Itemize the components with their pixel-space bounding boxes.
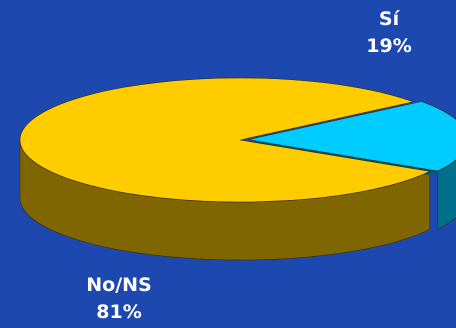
- slice-value-si: 19%: [366, 35, 412, 57]
- pie-slice-s-: [247, 101, 456, 172]
- slice-value-no-ns: 81%: [96, 301, 142, 323]
- slice-label-si: Sí 19%: [348, 6, 430, 60]
- pie-slice-no-ns: [19, 77, 431, 203]
- slice-name-no-ns: No/NS: [86, 274, 152, 296]
- pie-side-s-: [437, 159, 456, 230]
- slice-label-no-ns: No/NS 81%: [66, 272, 172, 326]
- slice-name-si: Sí: [378, 8, 400, 30]
